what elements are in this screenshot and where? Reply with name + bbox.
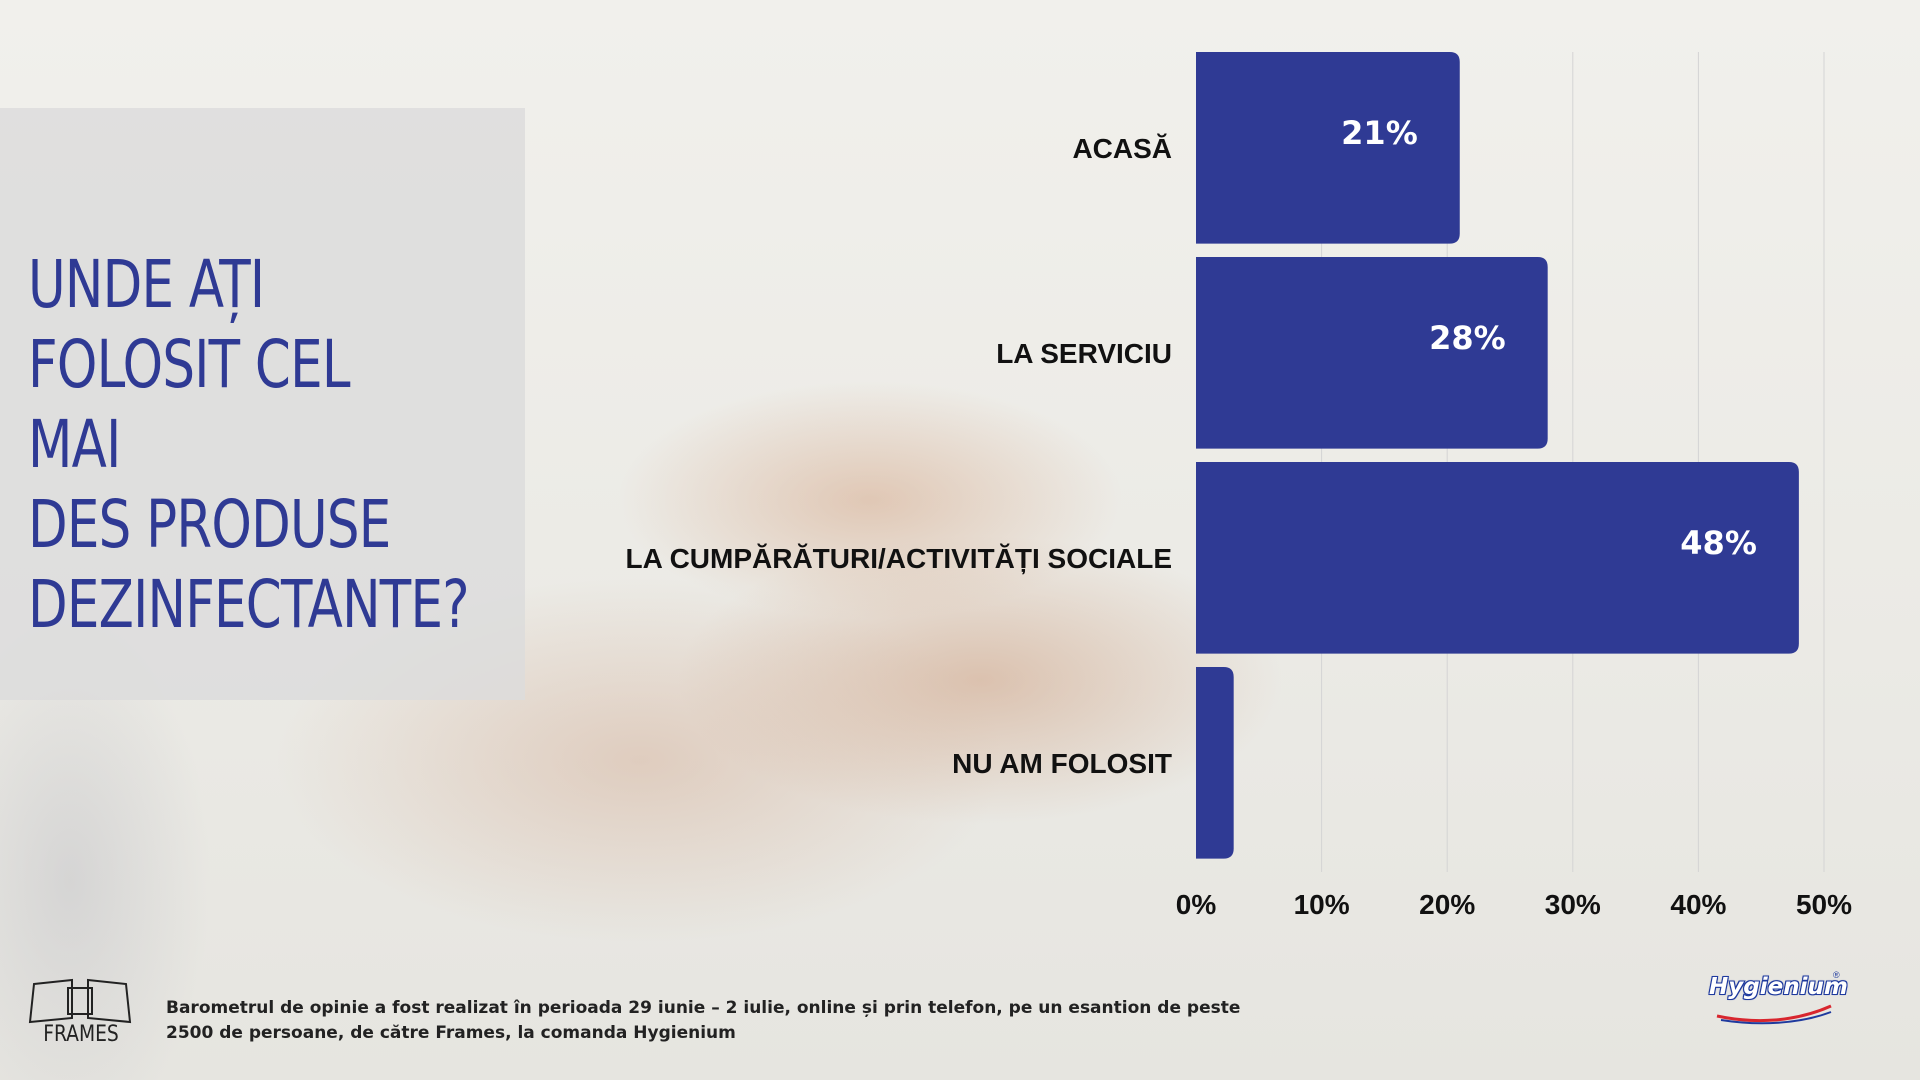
tick-label: 40%	[1670, 889, 1726, 920]
swoosh-icon	[1716, 1004, 1832, 1025]
category-label: LA CUMPĂRĂTURI/ACTIVITĂȚI SOCIALE	[626, 543, 1173, 574]
hygienium-logo: Hygienium ®	[1705, 970, 1849, 1026]
frames-logo: FRAMES	[28, 978, 134, 1047]
hygienium-logo-text: Hygienium	[1708, 973, 1849, 1001]
bar	[1196, 257, 1548, 449]
tick-label: 20%	[1419, 889, 1475, 920]
bar	[1196, 667, 1234, 859]
tick-label: 0%	[1176, 889, 1217, 920]
data-label: 21%	[1341, 114, 1418, 152]
bar	[1196, 52, 1460, 244]
data-label: 48%	[1680, 524, 1757, 562]
frames-logo-icon	[28, 978, 132, 1024]
frames-logo-text: FRAMES	[43, 1022, 119, 1047]
category-label: ACASĂ	[1072, 133, 1172, 164]
title-panel	[0, 108, 525, 700]
category-label: LA SERVICIU	[996, 338, 1172, 369]
category-label: NU AM FOLOSIT	[952, 748, 1172, 779]
data-label: 28%	[1429, 319, 1506, 357]
registered-mark: ®	[1833, 970, 1840, 980]
bar	[1196, 462, 1799, 654]
tick-label: 50%	[1796, 889, 1852, 920]
tick-label: 30%	[1545, 889, 1601, 920]
footnote: Barometrul de opinie a fost realizat în …	[166, 998, 1241, 1043]
tick-label: 10%	[1294, 889, 1350, 920]
chart-title: UNDE AȚI FOLOSIT CEL MAI DES PRODUSE DEZ…	[28, 246, 470, 643]
